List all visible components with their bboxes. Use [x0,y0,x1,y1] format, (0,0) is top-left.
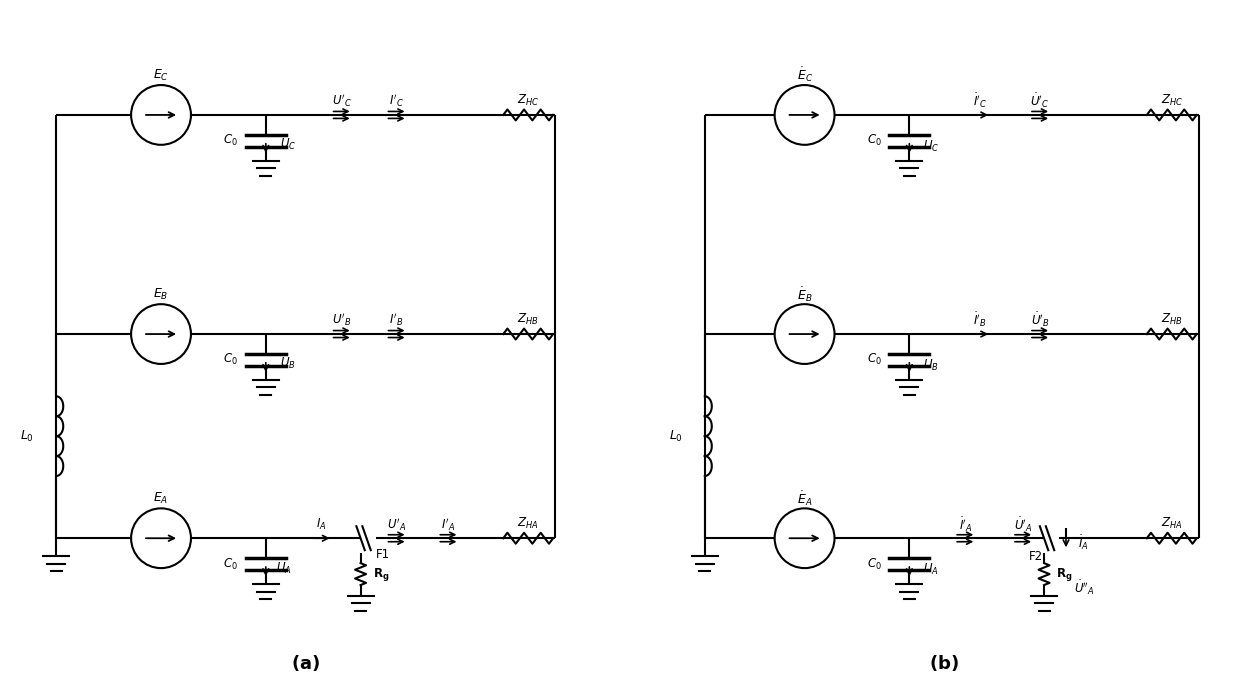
Text: $C_0$: $C_0$ [866,557,881,572]
Text: $Z_{HA}$: $Z_{HA}$ [1161,516,1182,531]
Text: $E_A$: $E_A$ [154,491,169,506]
Text: $\dot{I}'_B$: $\dot{I}'_B$ [974,311,987,330]
Text: $E_C$: $E_C$ [154,67,169,83]
Text: $Z_{HB}$: $Z_{HB}$ [518,312,539,327]
Text: $I_A$: $I_A$ [316,517,327,532]
Text: $Z_{HC}$: $Z_{HC}$ [1161,92,1183,108]
Text: $\dot{E}_C$: $\dot{E}_C$ [797,66,813,85]
Text: $Z_{HA}$: $Z_{HA}$ [518,516,539,531]
Text: $I'_C$: $I'_C$ [389,93,404,109]
Text: $I'_B$: $I'_B$ [389,312,404,328]
Text: $C_0$: $C_0$ [223,133,238,149]
Text: $\dot{U}'_B$: $\dot{U}'_B$ [1031,311,1049,330]
Text: $\dot{U}''_A$: $\dot{U}''_A$ [1074,579,1095,598]
Text: $I'_A$: $I'_A$ [441,516,456,532]
Text: $\mathbf{R_g}$: $\mathbf{R_g}$ [1056,566,1073,582]
Text: $U_B$: $U_B$ [280,357,296,371]
Text: $U_C$: $U_C$ [280,137,296,153]
Text: $U'_B$: $U'_B$ [332,312,352,328]
Text: $\dot{U}'_C$: $\dot{U}'_C$ [1031,92,1049,110]
Text: $C_0$: $C_0$ [866,133,881,149]
Text: F1: F1 [375,548,389,561]
Text: $U_A$: $U_A$ [276,561,291,575]
Text: $Z_{HB}$: $Z_{HB}$ [1161,312,1182,327]
Text: $C_0$: $C_0$ [223,557,238,572]
Text: $\dot{U}_C$: $\dot{U}_C$ [923,135,939,154]
Text: $\mathbf{(b)}$: $\mathbf{(b)}$ [929,653,959,672]
Text: $\dot{I}'_A$: $\dot{I}'_A$ [959,515,971,534]
Text: $\mathbf{(a)}$: $\mathbf{(a)}$ [291,653,320,672]
Text: $U'_A$: $U'_A$ [387,516,406,532]
Text: $Z_{HC}$: $Z_{HC}$ [517,92,539,108]
Text: $\dot{U}_B$: $\dot{U}_B$ [923,355,939,373]
Text: $L_0$: $L_0$ [20,429,35,443]
Text: $\mathbf{R_g}$: $\mathbf{R_g}$ [373,566,389,582]
Text: $\dot{U}'_A$: $\dot{U}'_A$ [1014,515,1032,534]
Text: $\dot{E}_A$: $\dot{E}_A$ [797,489,813,508]
Text: F2: F2 [1030,550,1043,563]
Text: $U'_C$: $U'_C$ [332,93,352,109]
Text: $E_B$: $E_B$ [154,287,169,302]
Text: $\dot{U}_A$: $\dot{U}_A$ [923,559,939,577]
Text: $C_0$: $C_0$ [223,353,238,368]
Text: $\dot{E}_B$: $\dot{E}_B$ [797,285,813,303]
Text: $\dot{I}'_C$: $\dot{I}'_C$ [973,92,987,110]
Text: $C_0$: $C_0$ [866,353,881,368]
Text: $L_0$: $L_0$ [669,429,683,443]
Text: $\dot{I}_A$: $\dot{I}_A$ [1078,534,1089,552]
